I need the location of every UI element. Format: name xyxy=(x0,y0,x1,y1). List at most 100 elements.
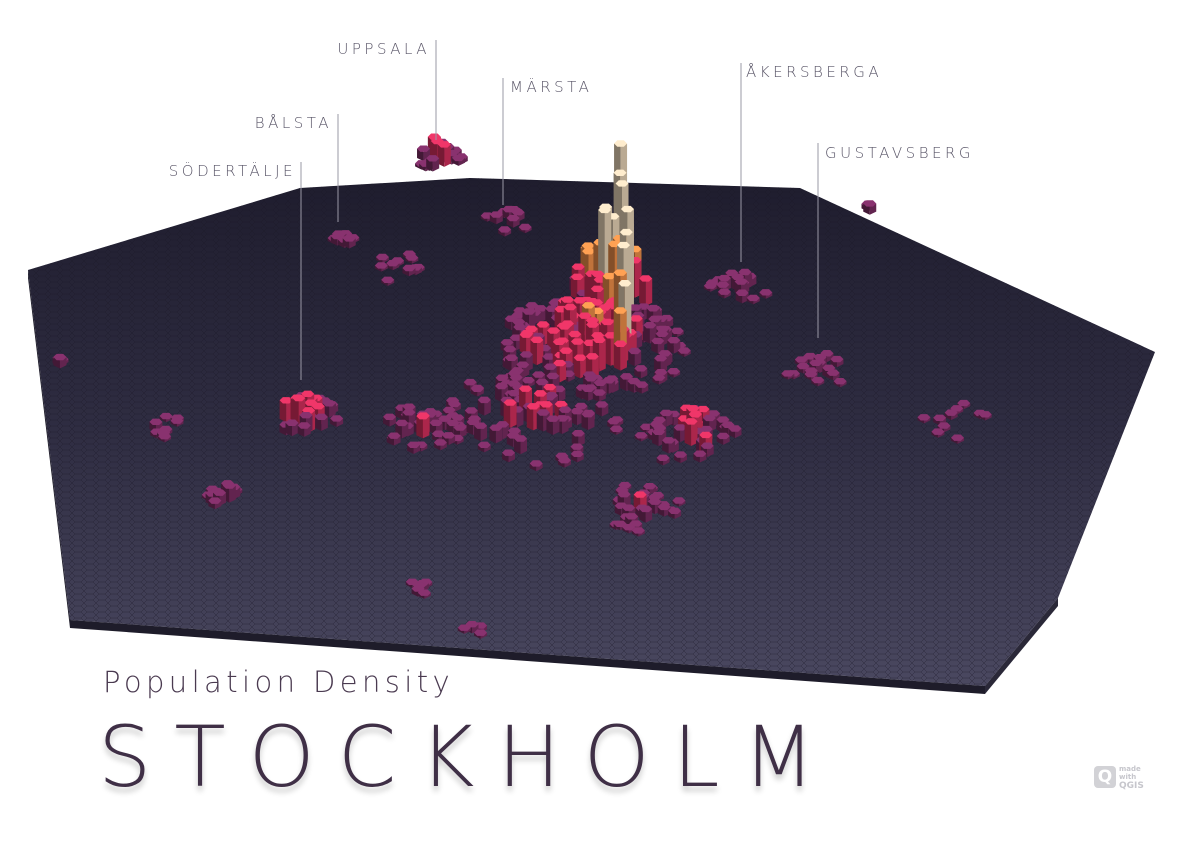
hex-column-side xyxy=(746,297,754,305)
hex-column-side xyxy=(444,144,451,167)
hex-column-side xyxy=(458,157,466,166)
hex-column-top xyxy=(944,409,958,416)
hex-column-top xyxy=(826,369,840,376)
hex-column-side xyxy=(495,427,503,444)
hex-column-top xyxy=(602,272,616,280)
hex-column-top xyxy=(433,439,447,446)
hex-column-top xyxy=(591,270,605,278)
hex-column-side xyxy=(826,372,834,381)
hex-column-top xyxy=(477,441,491,449)
hex-column xyxy=(452,154,466,166)
hex-column-side xyxy=(336,418,344,427)
hex-column xyxy=(635,381,649,394)
hex-column-top xyxy=(613,520,627,527)
hex-column xyxy=(634,432,648,442)
hex-column-side xyxy=(516,409,524,428)
hex-column-top xyxy=(652,428,666,435)
hex-column-top xyxy=(613,307,627,314)
map-ground-edge-left xyxy=(28,270,70,628)
hex-column-top xyxy=(917,414,931,421)
hex-column-top xyxy=(395,419,409,427)
hex-column-top xyxy=(504,354,518,361)
hex-column-side xyxy=(477,388,484,397)
hex-column-side xyxy=(557,460,565,468)
hex-column-top xyxy=(542,353,556,360)
hex-column-top xyxy=(375,253,389,261)
hex-column-side xyxy=(951,412,958,421)
hex-column-top xyxy=(830,355,844,363)
hex-column-top xyxy=(617,241,631,249)
hex-column-top xyxy=(509,334,523,341)
hex-column-top xyxy=(809,359,823,367)
hex-column-top xyxy=(781,370,795,377)
hex-column-top xyxy=(457,624,471,631)
hex-column-top xyxy=(933,414,947,421)
hex-column-side xyxy=(437,144,445,167)
hex-column xyxy=(387,432,401,446)
hex-column-top xyxy=(513,323,527,331)
hex-column-top xyxy=(619,373,633,380)
hex-column-side xyxy=(536,339,544,366)
hex-column-top xyxy=(314,413,328,421)
hex-column-side xyxy=(667,340,674,354)
hex-column-top xyxy=(617,490,631,498)
hex-column-top xyxy=(622,523,636,531)
hex-column-top xyxy=(489,211,503,218)
hex-column-side xyxy=(514,438,521,455)
hex-column-top xyxy=(978,411,992,418)
hex-column-top xyxy=(474,629,488,636)
hex-column xyxy=(489,424,503,444)
hex-column-top xyxy=(506,214,520,222)
hex-column-top xyxy=(402,409,416,416)
hex-column-top xyxy=(595,401,609,408)
hex-column-side xyxy=(668,440,676,454)
hex-column-side xyxy=(765,292,773,299)
hex-column-top xyxy=(613,340,627,347)
hex-column-top xyxy=(593,379,607,386)
hex-column xyxy=(609,425,623,435)
hex-column-side xyxy=(522,364,530,378)
hex-column-side xyxy=(581,414,589,431)
hex-column-side xyxy=(433,442,441,451)
hex-column xyxy=(656,454,670,466)
hex-column xyxy=(917,414,931,424)
hex-column-top xyxy=(158,432,172,440)
hex-column-top xyxy=(402,403,416,410)
hex-column-top xyxy=(571,263,585,270)
hex-column-top xyxy=(311,403,325,410)
hex-column-side xyxy=(519,334,527,355)
hex-column-top xyxy=(495,374,509,381)
map-ground-edge-right xyxy=(985,598,1058,694)
hex-column xyxy=(417,145,431,162)
hex-column-side xyxy=(504,357,512,372)
hex-column xyxy=(951,434,965,444)
hex-column xyxy=(668,507,682,520)
hex-column-top xyxy=(629,315,643,322)
hex-column xyxy=(518,223,532,234)
hex-column-side xyxy=(422,416,430,439)
hex-column-top xyxy=(592,389,606,396)
hex-column-top xyxy=(662,437,676,444)
hex-column xyxy=(613,340,627,371)
hex-column-top xyxy=(699,431,713,439)
qgis-badge-text: made with QGIS xyxy=(1119,765,1144,792)
hex-column-top xyxy=(627,377,641,385)
hex-column-top xyxy=(558,406,572,413)
map-title: STOCKHOLM xyxy=(98,708,839,806)
hex-column-top xyxy=(416,412,430,420)
hex-column-side xyxy=(826,353,834,363)
hex-column-top xyxy=(557,457,571,464)
hex-column-side xyxy=(673,454,681,464)
hex-column xyxy=(651,337,665,354)
hex-column xyxy=(581,385,595,402)
place-label: ÅKERSBERGA xyxy=(746,62,882,81)
hex-column-side xyxy=(330,236,338,246)
hex-column-side xyxy=(440,442,447,451)
hex-column-top xyxy=(631,527,645,534)
hex-column-top xyxy=(292,394,306,402)
hex-column xyxy=(470,385,484,397)
hex-column-side xyxy=(214,500,222,510)
hex-column-side xyxy=(634,350,642,367)
hex-column-top xyxy=(716,416,730,423)
hex-column xyxy=(667,368,681,378)
